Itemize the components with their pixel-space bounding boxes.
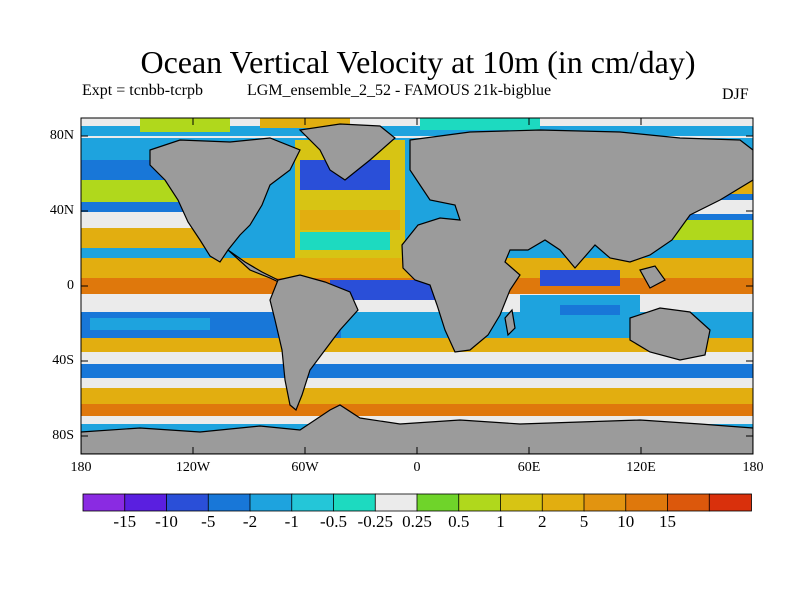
colorbar-tick-label: 0.5 [448, 512, 470, 531]
colorbar-swatch [374, 493, 418, 512]
colorbar-swatch [416, 493, 460, 512]
season-label: DJF [722, 86, 749, 103]
colorbar-swatch [458, 493, 502, 512]
lat-label-40n: 40N [49, 203, 74, 218]
colorbar-swatch [583, 493, 627, 512]
colorbar-tick-label: 2 [538, 512, 547, 531]
colorbar-tick-label: 0.25 [402, 512, 432, 531]
colorbar-swatch [124, 493, 168, 512]
colorbar-swatch [82, 493, 126, 512]
lon-label-0: 0 [413, 460, 421, 475]
colorbar-tick-label: -5 [201, 512, 216, 531]
colorbar-tick-label: -10 [155, 512, 178, 531]
colorbar-swatch [166, 493, 210, 512]
lat-label-80n: 80N [49, 128, 74, 143]
axis-ticks [81, 118, 753, 454]
colorbar-tick-label: 1 [496, 512, 505, 531]
colorbar-swatch [500, 493, 544, 512]
colorbar-tick-label: -1 [284, 512, 299, 531]
colorbar-tick-label: -2 [242, 512, 258, 531]
lon-label-60e: 60E [517, 460, 541, 475]
velocity-field [81, 118, 753, 454]
colorbar-swatch [667, 493, 711, 512]
colorbar-swatch [541, 493, 585, 512]
colorbar-tick-label: 5 [579, 512, 589, 531]
colorbar-tick-label: -0.5 [320, 512, 347, 531]
lon-label-180w: 180 [70, 460, 92, 475]
colorbar-tick-label: -15 [113, 512, 137, 531]
lon-label-60w: 60W [291, 460, 319, 475]
colorbar-swatch [291, 493, 335, 512]
colorbar-swatch [333, 493, 377, 512]
colorbar-tick-label: -0.25 [357, 512, 393, 531]
lon-label-120w: 120W [175, 460, 211, 475]
colorbar-swatch [708, 493, 752, 512]
experiment-label: Expt = tcnbb-tcrpb [82, 82, 203, 99]
lat-label-40s: 40S [52, 353, 74, 368]
lat-label-0: 0 [67, 278, 74, 293]
map-title: Ocean Vertical Velocity at 10m (in cm/da… [140, 44, 696, 80]
run-label: LGM_ensemble_2_52 - FAMOUS 21k-bigblue [247, 82, 552, 99]
lat-label-80s: 80S [52, 428, 74, 443]
colorbar-swatch [249, 493, 293, 512]
colorbar-swatch [207, 493, 251, 512]
colorbar-tick-label: 10 [617, 512, 635, 531]
colorbar-swatch [625, 493, 669, 512]
lon-label-120e: 120E [626, 460, 656, 475]
colorbar [82, 493, 752, 512]
colorbar-tick-label: 15 [659, 512, 676, 531]
land-masses [81, 123, 753, 454]
lon-label-180e: 180 [742, 460, 764, 475]
